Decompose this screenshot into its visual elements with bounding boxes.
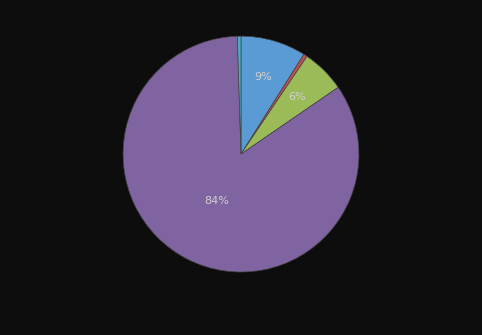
Text: 6%: 6% [289, 92, 306, 102]
Wedge shape [241, 56, 338, 154]
Wedge shape [241, 54, 307, 154]
Text: 9%: 9% [254, 72, 272, 82]
Wedge shape [123, 36, 359, 272]
Wedge shape [237, 36, 241, 154]
Text: 84%: 84% [204, 196, 229, 206]
Wedge shape [241, 36, 304, 154]
